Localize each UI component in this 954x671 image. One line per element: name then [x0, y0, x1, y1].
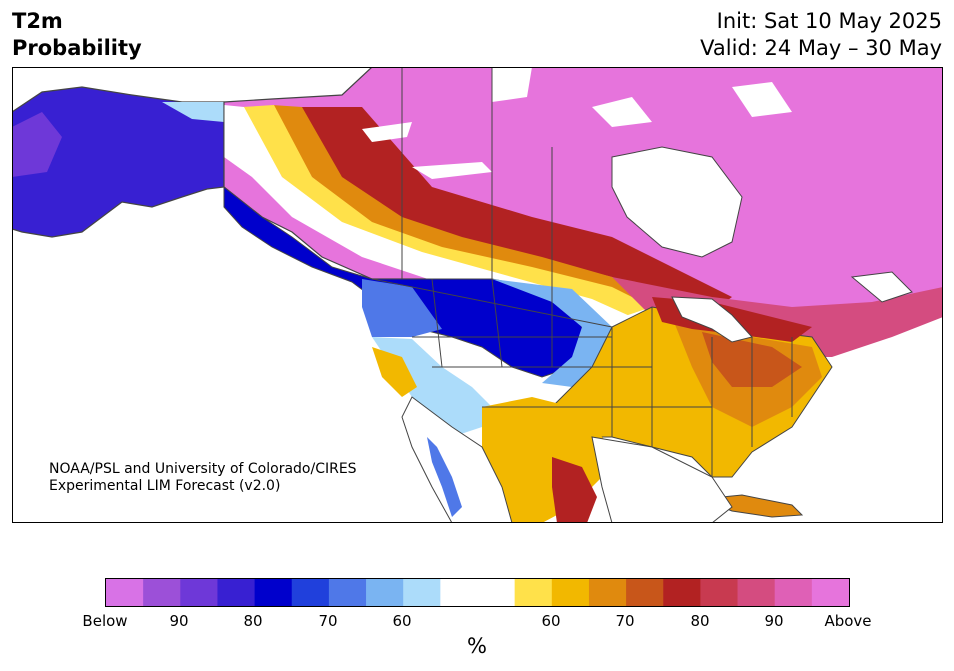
colorbar-swatch — [551, 579, 590, 606]
alaska-land — [12, 86, 225, 238]
arctic-channel-2 — [592, 97, 652, 127]
colorbar-swatch — [811, 579, 850, 606]
colorbar-tick-label: 70 — [615, 612, 635, 630]
canada-band-white — [224, 105, 632, 329]
baja-cool — [427, 437, 462, 517]
map-title: T2m Probability — [12, 8, 142, 62]
west-cold-core — [223, 185, 593, 378]
colorbar-swatch — [588, 579, 627, 606]
probability-colorbar — [105, 578, 850, 607]
credit-line-1: NOAA/PSL and University of Colorado/CIRE… — [49, 461, 357, 477]
colorbar-swatch — [440, 579, 479, 606]
colorbar-swatch — [774, 579, 813, 606]
map-frame — [12, 67, 943, 523]
title-variable: T2m — [12, 9, 63, 33]
canada-band-pink — [612, 277, 943, 357]
forecast-dates: Init: Sat 10 May 2025 Valid: 24 May – 30… — [700, 8, 942, 62]
canada-band-yellow — [242, 105, 652, 317]
colorbar-tick-label: 90 — [169, 612, 189, 630]
valid-range: Valid: 24 May – 30 May — [700, 36, 942, 60]
colorbar-swatch — [626, 579, 664, 606]
arctic-channel-3 — [732, 82, 792, 117]
colorbar-tick-label: 80 — [243, 612, 263, 630]
alaska-cold-edge — [12, 112, 62, 177]
colorbar-tick-label: 60 — [541, 612, 561, 630]
colorbar-swatch — [700, 579, 739, 606]
great-slave-lake — [362, 122, 412, 142]
gulf-of-mexico — [591, 436, 733, 523]
colorbar-swatch — [403, 579, 441, 606]
colorbar-swatch — [328, 579, 367, 606]
colorbar-frame — [105, 578, 850, 607]
colorbar-tick-label: 90 — [764, 612, 784, 630]
data-credit: NOAA/PSL and University of Colorado/CIRE… — [49, 461, 357, 495]
hudson-bay — [611, 146, 743, 258]
init-date: Init: Sat 10 May 2025 — [716, 9, 942, 33]
credit-line-2: Experimental LIM Forecast (v2.0) — [49, 478, 281, 494]
colorbar-tick-label: Below — [82, 612, 128, 630]
colorbar-swatch — [366, 579, 404, 606]
arctic-channel-1 — [492, 67, 532, 102]
mexico-land — [401, 396, 513, 523]
colorbar-tick-label: 60 — [392, 612, 412, 630]
colorbar-unit: % — [467, 634, 487, 658]
colorbar-tick-label: Above — [824, 612, 872, 630]
colorbar-swatch — [291, 579, 330, 606]
colorbar-tick-label: 70 — [318, 612, 338, 630]
state-province-borders — [223, 67, 793, 477]
colorbar-swatch — [143, 579, 181, 606]
colorbar-tick-label: 80 — [690, 612, 710, 630]
colorbar-swatch — [663, 579, 701, 606]
gulf-of-st-lawrence — [850, 271, 913, 303]
colorbar-swatch — [477, 579, 516, 606]
title-product: Probability — [12, 36, 142, 60]
colorbar-swatch — [180, 579, 219, 606]
west-cool-fringe — [492, 279, 612, 387]
texas-hot — [552, 457, 597, 523]
west-cold-mid — [362, 279, 442, 337]
great-bear-lake — [412, 162, 492, 179]
great-lakes — [671, 296, 753, 343]
colorbar-swatch — [514, 579, 553, 606]
probability-map — [12, 67, 943, 523]
colorbar-swatch — [737, 579, 776, 606]
colorbar-swatch — [254, 579, 293, 606]
colorbar-swatch — [106, 579, 144, 606]
alaska-south-edge — [162, 102, 224, 122]
california-warm — [372, 347, 417, 397]
colorbar-swatch — [217, 579, 256, 606]
